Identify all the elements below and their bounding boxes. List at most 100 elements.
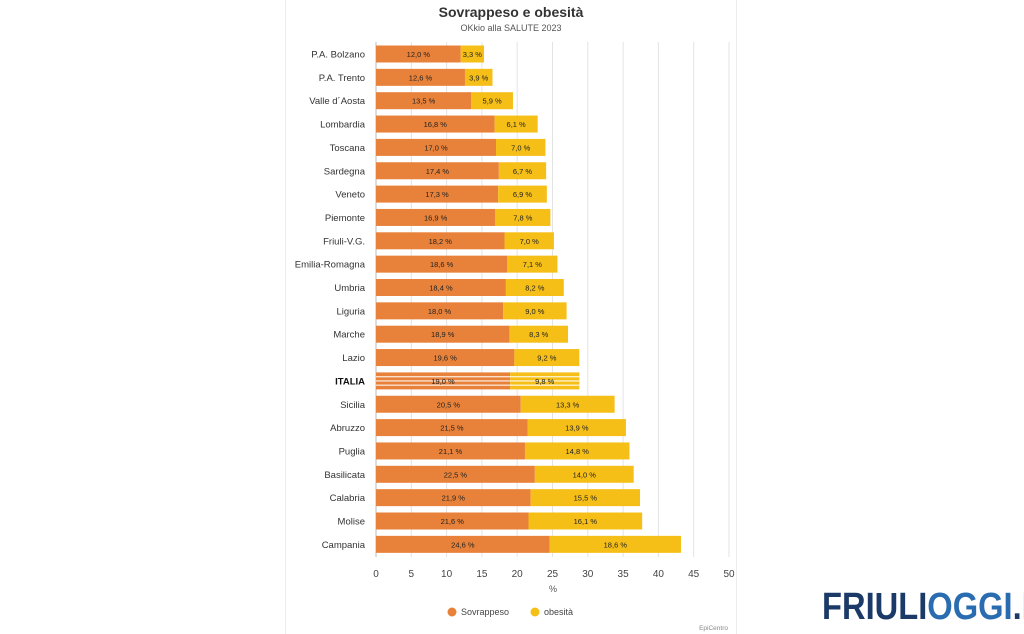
category-label-abruzzo: Abruzzo xyxy=(330,423,365,434)
bar-sovrappeso-molise[interactable] xyxy=(376,512,529,530)
data-label-obesita-molise: 16,1 % xyxy=(574,517,598,526)
data-label-obesita-piemonte: 7,8 % xyxy=(513,213,533,222)
bar-obesita-friuli-v-g[interactable] xyxy=(504,232,554,250)
x-axis: 0 5 10 15 20 25 30 35 40 45 50 xyxy=(373,569,735,580)
bar-sovrappeso-abruzzo[interactable] xyxy=(376,419,528,437)
data-label-obesita-valle-d-aosta: 5,9 % xyxy=(483,97,503,106)
category-label-puglia: Puglia xyxy=(339,446,366,457)
category-label-friuli-v-g: Friuli-V.G. xyxy=(323,236,365,247)
x-tick-label: 5 xyxy=(409,569,415,580)
bar-sovrappeso-sardegna[interactable] xyxy=(376,162,499,180)
category-label-umbria: Umbria xyxy=(334,283,365,294)
data-label-sovrappeso-veneto: 17,3 % xyxy=(425,190,449,199)
data-label-sovrappeso-calabria: 21,9 % xyxy=(442,494,466,503)
bar-sovrappeso-emilia-romagna[interactable] xyxy=(376,255,508,273)
data-label-obesita-toscana: 7,0 % xyxy=(511,143,531,152)
data-label-sovrappeso-sicilia: 20,5 % xyxy=(437,400,461,409)
bar-obesita-abruzzo[interactable] xyxy=(527,419,626,437)
data-label-obesita-umbria: 8,2 % xyxy=(525,284,545,293)
bar-sovrappeso-marche[interactable] xyxy=(376,325,510,343)
legend-label-obesita[interactable]: obesità xyxy=(544,607,573,617)
x-tick-label: 50 xyxy=(723,569,735,580)
bar-sovrappeso-friuli-v-g[interactable] xyxy=(376,232,505,250)
bar-obesita-piemonte[interactable] xyxy=(495,208,551,226)
data-label-sovrappeso-puglia: 21,1 % xyxy=(439,447,463,456)
bar-obesita-emilia-romagna[interactable] xyxy=(507,255,558,273)
bar-obesita-molise[interactable] xyxy=(528,512,643,530)
bar-obesita-calabria[interactable] xyxy=(530,489,641,507)
category-label-p-a-trento: P.A. Trento xyxy=(319,73,365,84)
bar-obesita-lombardia[interactable] xyxy=(494,115,538,133)
bar-sovrappeso-p-a-bolzano[interactable] xyxy=(376,45,461,63)
bar-obesita-sicilia[interactable] xyxy=(520,395,615,413)
data-label-obesita-basilicata: 14,0 % xyxy=(573,470,597,479)
bar-obesita-puglia[interactable] xyxy=(524,442,630,460)
legend-label-sovrappeso[interactable]: Sovrappeso xyxy=(461,607,509,617)
category-label-emilia-romagna: Emilia-Romagna xyxy=(295,260,366,271)
x-tick-label: 45 xyxy=(688,569,700,580)
credit-label: EpiCentro xyxy=(699,625,728,632)
data-label-obesita-p-a-bolzano: 3,3 % xyxy=(463,50,483,59)
data-label-obesita-p-a-trento: 3,9 % xyxy=(469,73,489,82)
data-label-sovrappeso-toscana: 17,0 % xyxy=(424,143,448,152)
bar-sovrappeso-lombardia[interactable] xyxy=(376,115,495,133)
data-label-obesita-friuli-v-g: 7,0 % xyxy=(520,237,540,246)
bar-obesita-veneto[interactable] xyxy=(498,185,547,203)
bar-obesita-sardegna[interactable] xyxy=(498,162,547,180)
bar-sovrappeso-toscana[interactable] xyxy=(376,138,497,156)
data-label-obesita-italia: 9,8 % xyxy=(535,377,555,386)
bar-obesita-campania[interactable] xyxy=(549,535,681,553)
data-label-obesita-calabria: 15,5 % xyxy=(574,494,598,503)
bar-obesita-marche[interactable] xyxy=(509,325,569,343)
data-label-obesita-puglia: 14,8 % xyxy=(566,447,590,456)
bar-sovrappeso-valle-d-aosta[interactable] xyxy=(376,92,472,110)
category-label-basilicata: Basilicata xyxy=(324,470,365,481)
bar-sovrappeso-lazio[interactable] xyxy=(376,349,515,367)
bar-sovrappeso-campania[interactable] xyxy=(376,535,550,553)
legend-marker-obesita xyxy=(530,607,540,617)
bar-obesita-toscana[interactable] xyxy=(496,138,546,156)
bar-obesita-p-a-bolzano[interactable] xyxy=(460,45,485,63)
bar-sovrappeso-liguria[interactable] xyxy=(376,302,504,320)
category-label-p-a-bolzano: P.A. Bolzano xyxy=(311,50,365,61)
category-label-calabria: Calabria xyxy=(330,493,366,504)
legend[interactable]: Sovrappeso obesità xyxy=(447,607,574,617)
bar-sovrappeso-p-a-trento[interactable] xyxy=(376,68,465,86)
data-label-obesita-emilia-romagna: 7,1 % xyxy=(523,260,543,269)
bar-sovrappeso-veneto[interactable] xyxy=(376,185,499,203)
bar-sovrappeso-umbria[interactable] xyxy=(376,279,506,296)
bar-obesita-p-a-trento[interactable] xyxy=(464,68,493,86)
bar-obesita-lazio[interactable] xyxy=(514,349,580,367)
chart: Sovrappeso e obesità OKkio alla SALUTE 2… xyxy=(295,4,735,632)
bar-sovrappeso-piemonte[interactable] xyxy=(376,208,496,226)
x-tick-label: 35 xyxy=(618,569,630,580)
category-label-piemonte: Piemonte xyxy=(325,213,365,224)
bar-obesita-basilicata[interactable] xyxy=(534,465,634,483)
bar-sovrappeso-calabria[interactable] xyxy=(376,489,531,507)
data-label-obesita-lazio: 9,2 % xyxy=(537,354,557,363)
data-label-sovrappeso-p-a-trento: 12,6 % xyxy=(409,73,433,82)
bar-obesita-umbria[interactable] xyxy=(505,279,564,296)
x-tick-label: 20 xyxy=(512,569,524,580)
data-label-obesita-abruzzo: 13,9 % xyxy=(565,424,589,433)
bar-sovrappeso-basilicata[interactable] xyxy=(376,465,535,483)
x-tick-label: 10 xyxy=(441,569,453,580)
category-label-valle-d-aosta: Valle d´Aosta xyxy=(309,96,366,107)
x-tick-label: 25 xyxy=(547,569,559,580)
category-label-campania: Campania xyxy=(322,540,366,551)
x-tick-label: 40 xyxy=(653,569,665,580)
category-label-sardegna: Sardegna xyxy=(324,166,366,177)
bar-sovrappeso-puglia[interactable] xyxy=(376,442,525,460)
data-label-sovrappeso-lazio: 19,6 % xyxy=(434,354,458,363)
bar-obesita-valle-d-aosta[interactable] xyxy=(471,92,513,110)
bar-obesita-liguria[interactable] xyxy=(503,302,567,320)
x-tick-label: 15 xyxy=(476,569,488,580)
chart-panel: Sovrappeso e obesità OKkio alla SALUTE 2… xyxy=(285,0,737,634)
data-label-obesita-lombardia: 6,1 % xyxy=(507,120,527,129)
data-label-sovrappeso-liguria: 18,0 % xyxy=(428,307,452,316)
data-label-sovrappeso-lombardia: 16,8 % xyxy=(424,120,448,129)
bar-sovrappeso-sicilia[interactable] xyxy=(376,395,521,413)
data-label-sovrappeso-campania: 24,6 % xyxy=(451,540,475,549)
chart-title: Sovrappeso e obesità xyxy=(439,4,584,20)
category-label-veneto: Veneto xyxy=(335,190,365,201)
